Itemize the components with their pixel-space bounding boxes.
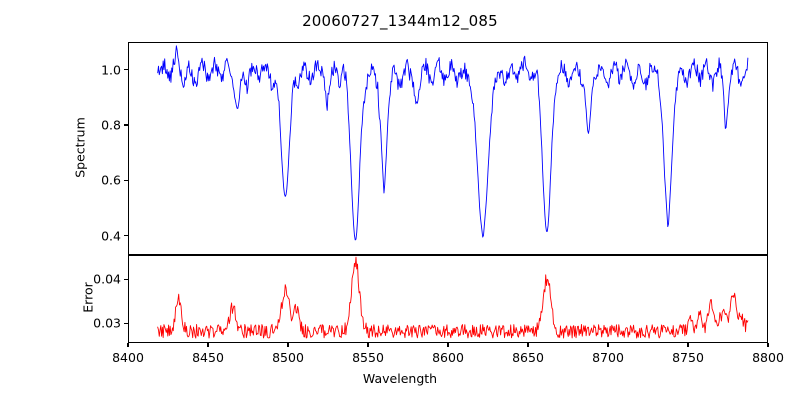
spectrum-panel <box>128 42 768 255</box>
spectrum-data-line <box>157 45 749 241</box>
y-tick-mark <box>124 235 128 237</box>
y-tick-label: 1.0 <box>101 62 121 78</box>
x-tick-label: 8600 <box>432 350 464 365</box>
x-tick-label: 8450 <box>192 350 224 365</box>
y-tick-label: 0.03 <box>93 315 121 331</box>
y-tick-mark <box>124 69 128 71</box>
error-axis-label: Error <box>80 282 96 313</box>
chart-title: 20060727_1344m12_085 <box>302 12 498 30</box>
x-tick-mark <box>207 343 209 347</box>
x-tick-label: 8750 <box>672 350 704 365</box>
x-tick-mark <box>607 343 609 347</box>
error-panel <box>128 255 768 343</box>
x-tick-mark <box>367 343 369 347</box>
y-tick-label: 0.6 <box>101 172 121 188</box>
x-tick-label: 8400 <box>112 350 144 365</box>
error-data-line <box>157 256 749 339</box>
x-tick-mark <box>127 343 129 347</box>
x-tick-mark <box>447 343 449 347</box>
x-tick-label: 8500 <box>272 350 304 365</box>
spectrum-plot-area <box>157 45 749 241</box>
y-tick-label: 0.8 <box>101 117 121 133</box>
x-tick-label: 8550 <box>352 350 384 365</box>
x-tick-mark <box>767 343 769 347</box>
y-tick-mark <box>124 322 128 324</box>
wavelength-axis-label: Wavelength <box>362 371 438 386</box>
x-tick-label: 8700 <box>592 350 624 365</box>
x-tick-mark <box>687 343 689 347</box>
y-tick-label: 0.4 <box>101 228 121 244</box>
error-plot-area <box>157 256 749 339</box>
y-tick-mark <box>124 179 128 181</box>
y-tick-mark <box>124 124 128 126</box>
y-tick-label: 0.04 <box>93 271 121 287</box>
x-tick-mark <box>287 343 289 347</box>
x-tick-label: 8800 <box>752 350 784 365</box>
x-tick-mark <box>527 343 529 347</box>
x-tick-label: 8650 <box>512 350 544 365</box>
y-tick-mark <box>124 278 128 280</box>
spectrum-axis-label: Spectrum <box>72 116 88 178</box>
